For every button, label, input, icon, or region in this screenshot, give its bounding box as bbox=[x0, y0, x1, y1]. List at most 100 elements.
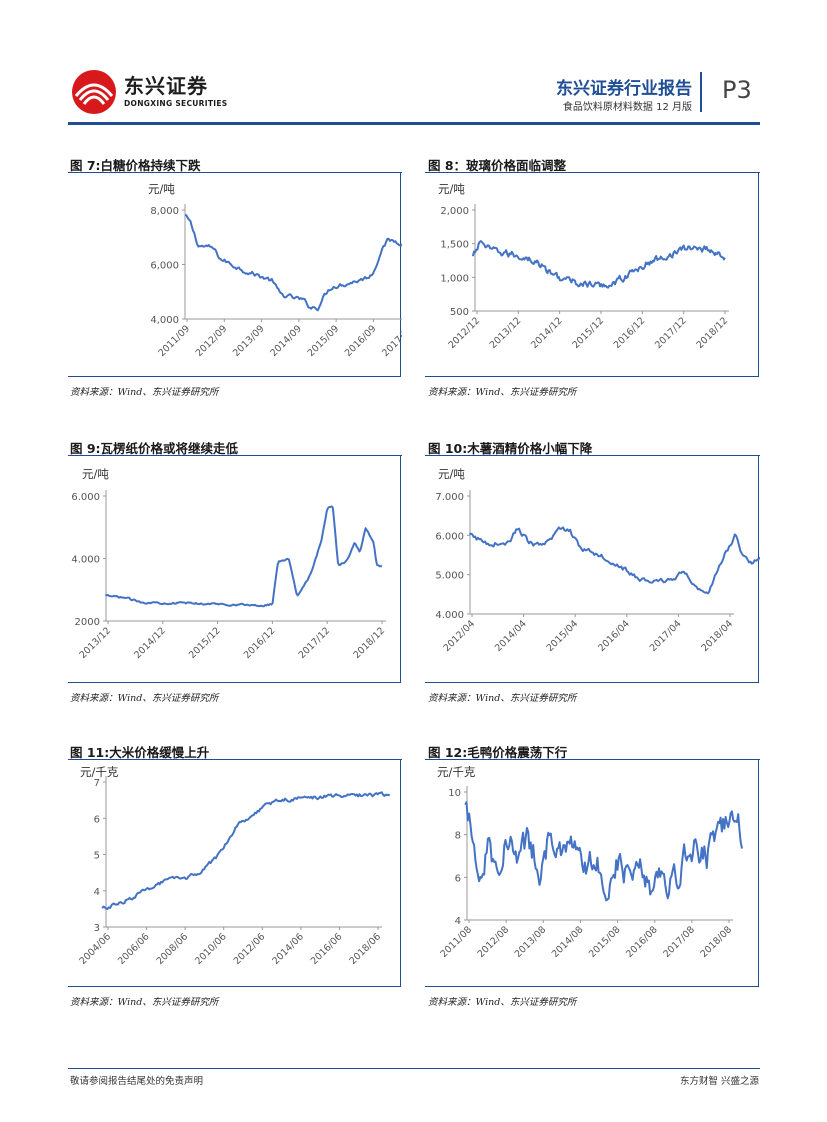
x-tick-label: 2014/06 bbox=[270, 931, 306, 967]
figure-8-frame bbox=[425, 173, 759, 377]
x-tick-label: 2014/12 bbox=[132, 625, 168, 661]
x-tick-label: 2012/04 bbox=[441, 618, 477, 654]
y-tick-label: 3 bbox=[94, 923, 100, 934]
figure-7-frame bbox=[68, 173, 401, 377]
x-tick-label: 2010/06 bbox=[193, 931, 229, 967]
figure-12-top-rule bbox=[425, 759, 760, 760]
x-tick-label: 2014/09 bbox=[268, 323, 304, 359]
y-unit-label: 元/吨 bbox=[438, 467, 465, 481]
x-tick-label: 2008/06 bbox=[155, 931, 191, 967]
x-tick-label: 2015/08 bbox=[587, 924, 623, 960]
series-line bbox=[471, 240, 726, 289]
x-tick-label: 2013/09 bbox=[231, 323, 267, 359]
header-divider bbox=[700, 72, 702, 112]
x-tick-label: 2014/12 bbox=[529, 315, 565, 351]
y-tick-label: 7.000 bbox=[435, 492, 464, 503]
x-tick-label: 2012/06 bbox=[232, 931, 268, 967]
series-line bbox=[468, 526, 760, 595]
figure-11-source: 资料来源：Wind、东兴证券研究所 bbox=[70, 997, 219, 1008]
figure-8-chart: 元/吨 500 1,000 1,500 2,000 2012/12 2013/12 2014/… bbox=[438, 182, 730, 351]
y-tick-label: 2,000 bbox=[440, 206, 469, 217]
report-subtitle: 食品饮料原材料数据 12 月版 bbox=[562, 102, 692, 113]
y-tick-label: 6 bbox=[94, 814, 100, 825]
y-tick-label: 6.000 bbox=[71, 492, 100, 503]
y-tick-label: 4,000 bbox=[150, 315, 179, 326]
footer-rule bbox=[68, 1068, 760, 1069]
x-tick-label: 2016/04 bbox=[596, 618, 632, 654]
x-tick-label: 2016/12 bbox=[612, 315, 648, 351]
x-tick-label: 2006/06 bbox=[116, 931, 152, 967]
figure-9-top-rule bbox=[68, 455, 402, 456]
figure-10-top-rule bbox=[425, 455, 760, 456]
y-unit-label: 元/吨 bbox=[438, 182, 465, 196]
x-tick-label: 2018/12 bbox=[351, 625, 387, 661]
x-tick-label: 2018/04 bbox=[699, 618, 735, 654]
y-tick-label: 6 bbox=[455, 873, 461, 884]
y-unit-label: 元/吨 bbox=[148, 182, 175, 196]
y-tick-label: 500 bbox=[450, 307, 469, 318]
page-number: P3 bbox=[722, 76, 752, 104]
footer-slogan: 东方财智 兴盛之源 bbox=[679, 1076, 759, 1087]
figure-9-frame bbox=[68, 456, 401, 683]
y-unit-label: 元/千克 bbox=[437, 765, 476, 779]
x-tick-label: 2018/06 bbox=[347, 931, 383, 967]
x-tick-label: 2011/08 bbox=[438, 924, 474, 960]
y-tick-label: 4.000 bbox=[71, 555, 100, 566]
y-tick-label: 8 bbox=[455, 831, 461, 842]
x-tick-label: 2016/06 bbox=[309, 931, 345, 967]
figure-8-title: 图 8：玻璃价格面临调整 bbox=[428, 158, 567, 173]
y-tick-label: 4 bbox=[455, 916, 461, 927]
figure-8-source: 资料来源：Wind、东兴证券研究所 bbox=[428, 387, 577, 398]
x-tick-label: 2016/09 bbox=[343, 323, 379, 359]
figure-9-title: 图 9:瓦楞纸价格或将继续走低 bbox=[70, 441, 239, 456]
x-tick-label: 2013/12 bbox=[77, 625, 113, 661]
figure-12-source: 资料来源：Wind、东兴证券研究所 bbox=[428, 997, 577, 1008]
y-tick-label: 6,000 bbox=[150, 261, 179, 272]
logo-mark-icon bbox=[72, 70, 116, 114]
figure-10-chart: 元/吨 4.000 5.000 6.000 7.000 2012/04 2014/04 201… bbox=[435, 467, 760, 654]
header-rule bbox=[68, 122, 760, 125]
figure-9-chart: 元/吨 2000 4.000 6.000 2013/12 2014/12 2015/12 20… bbox=[71, 467, 387, 661]
x-tick-label: 2017/12 bbox=[653, 315, 689, 351]
x-tick-label: 2015/04 bbox=[545, 618, 581, 654]
figure-10-title: 图 10:木薯酒精价格小幅下降 bbox=[428, 441, 593, 456]
x-tick-label: 2015/12 bbox=[570, 315, 606, 351]
brand-name-en: DONGXING SECURITIES bbox=[124, 99, 228, 108]
brand-name-cn: 东兴证券 bbox=[124, 74, 208, 98]
x-tick-label: 2012/08 bbox=[476, 924, 512, 960]
x-tick-label: 2014/08 bbox=[550, 924, 586, 960]
x-tick-label: 2018/12 bbox=[694, 315, 730, 351]
x-tick-label: 2017/09 bbox=[380, 323, 402, 359]
y-tick-label: 5.000 bbox=[435, 571, 464, 582]
series-line bbox=[104, 505, 383, 608]
figure-11-top-rule bbox=[68, 759, 402, 760]
y-tick-label: 10 bbox=[448, 788, 461, 799]
y-tick-label: 7 bbox=[94, 778, 100, 789]
y-tick-label: 4.000 bbox=[435, 610, 464, 621]
y-tick-label: 1,000 bbox=[440, 273, 469, 284]
footer-disclaimer: 敬请参阅报告结尾处的免责声明 bbox=[70, 1076, 204, 1087]
figure-9-source: 资料来源：Wind、东兴证券研究所 bbox=[70, 693, 219, 704]
x-tick-label: 2013/08 bbox=[513, 924, 549, 960]
figure-10-source: 资料来源：Wind、东兴证券研究所 bbox=[428, 693, 577, 704]
x-tick-label: 2013/12 bbox=[488, 315, 524, 351]
y-tick-label: 4 bbox=[94, 887, 100, 898]
y-unit-label: 元/吨 bbox=[82, 467, 109, 481]
series-line bbox=[464, 801, 743, 902]
report-title: 东兴证券行业报告 bbox=[556, 79, 692, 99]
x-tick-label: 2017/08 bbox=[661, 924, 697, 960]
y-tick-label: 1,500 bbox=[440, 240, 469, 251]
x-tick-label: 2012/12 bbox=[446, 315, 482, 351]
x-tick-label: 2014/04 bbox=[493, 618, 529, 654]
x-tick-label: 2015/09 bbox=[306, 323, 342, 359]
series-line bbox=[184, 214, 402, 312]
figure-10-frame bbox=[425, 456, 759, 683]
y-tick-label: 5 bbox=[94, 851, 100, 862]
x-tick-label: 2016/12 bbox=[242, 625, 278, 661]
figure-12-frame bbox=[425, 760, 759, 987]
figure-11-title: 图 11:大米价格缓慢上升 bbox=[70, 745, 210, 760]
y-tick-label: 6.000 bbox=[435, 531, 464, 542]
y-tick-label: 2000 bbox=[75, 617, 100, 628]
